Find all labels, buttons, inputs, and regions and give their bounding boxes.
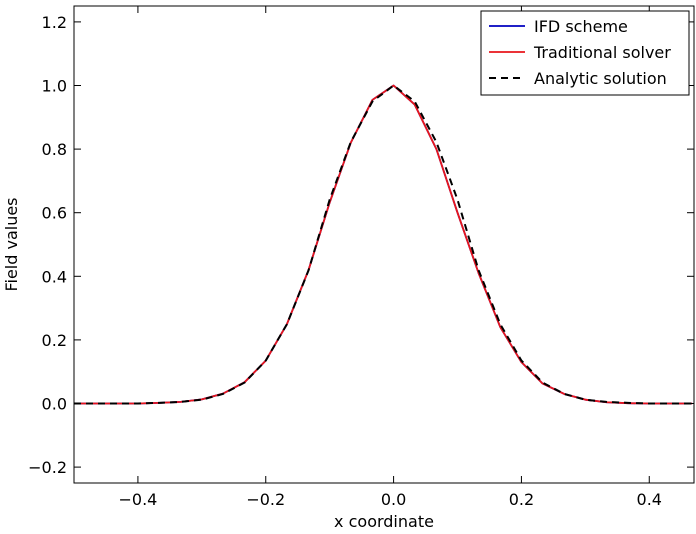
legend-box bbox=[480, 10, 690, 96]
legend-label: IFD scheme bbox=[534, 17, 628, 36]
x-axis: −0.4 −0.2 0.0 0.2 0.4 bbox=[118, 6, 662, 509]
y-tick-label: −0.2 bbox=[28, 458, 67, 477]
series-line-3 bbox=[74, 84, 693, 405]
y-tick-label: 1.0 bbox=[42, 77, 67, 96]
y-tick-label: 0.2 bbox=[42, 331, 67, 350]
y-tick-label: 0.8 bbox=[42, 140, 67, 159]
y-tick-label: 0.0 bbox=[42, 395, 67, 414]
y-axis: −0.2 0.0 0.2 0.4 0.6 0.8 1.0 1.2 bbox=[28, 13, 694, 477]
x-axis-title: x coordinate bbox=[334, 512, 434, 531]
legend-label: Traditional solver bbox=[533, 43, 671, 62]
series-layer bbox=[74, 84, 693, 405]
legend-label: Analytic solution bbox=[534, 69, 667, 88]
x-tick-label: 0.0 bbox=[381, 490, 406, 509]
legend: IFD scheme Traditional solver Analytic sol… bbox=[480, 10, 690, 96]
plot-area-frame bbox=[73, 5, 695, 484]
series-line-1 bbox=[74, 84, 693, 405]
x-tick-label: −0.4 bbox=[118, 490, 157, 509]
x-tick-label: −0.2 bbox=[246, 490, 285, 509]
y-tick-label: 0.4 bbox=[42, 267, 67, 286]
x-tick-label: 0.4 bbox=[637, 490, 662, 509]
y-axis-title: Field values bbox=[2, 197, 21, 291]
series-line-2 bbox=[74, 84, 693, 405]
y-tick-label: 1.2 bbox=[42, 13, 67, 32]
x-tick-label: 0.2 bbox=[509, 490, 534, 509]
y-tick-label: 0.6 bbox=[42, 204, 67, 223]
